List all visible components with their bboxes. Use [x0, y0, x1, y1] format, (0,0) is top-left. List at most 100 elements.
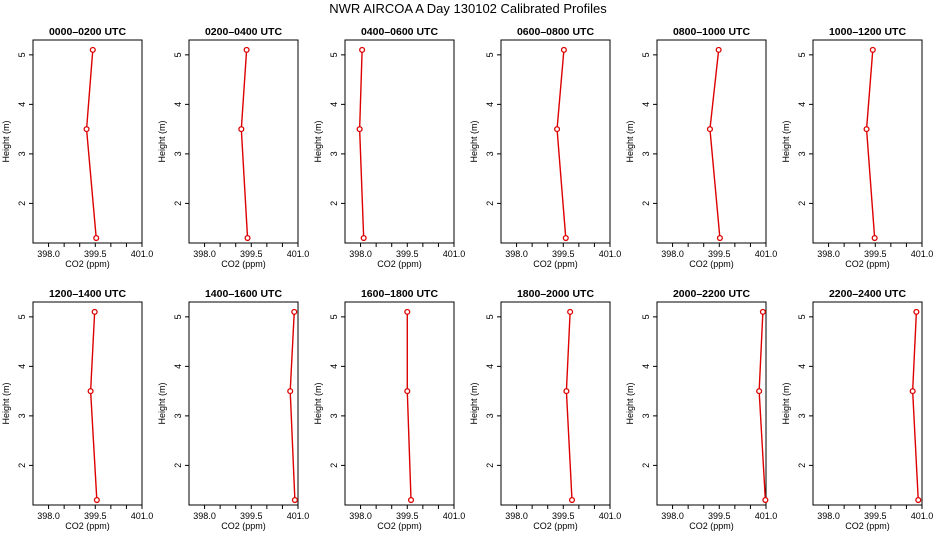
- x-tick-label: 401.0: [287, 511, 310, 521]
- x-axis-label: CO2 (ppm): [377, 259, 422, 269]
- data-point: [356, 126, 363, 133]
- data-point: [244, 234, 251, 242]
- x-tick-label: 398.0: [817, 511, 840, 521]
- data-point: [706, 126, 713, 133]
- profile-line: [758, 311, 767, 501]
- data-point: [756, 388, 763, 395]
- y-tick-label: 4: [641, 102, 651, 107]
- y-tick-label: 4: [173, 364, 183, 369]
- x-tick-label: 401.0: [599, 511, 622, 521]
- plot-frame: [188, 301, 299, 506]
- data-point: [560, 46, 567, 53]
- y-tick-label: 2: [641, 463, 651, 468]
- x-tick-label: 399.5: [396, 249, 419, 259]
- y-tick-label: 5: [173, 314, 183, 319]
- data-point: [93, 496, 100, 504]
- y-tick-label: 2: [797, 201, 807, 206]
- y-tick-label: 5: [641, 52, 651, 57]
- y-tick-label: 4: [641, 364, 651, 369]
- panel: 2200–2400 UTC 398.0 399.5 401.0 2 3 4 5 CO2 (ppm…: [781, 288, 933, 531]
- y-axis-label: Height (m): [625, 120, 635, 162]
- data-point: [871, 234, 878, 242]
- data-point: [863, 126, 870, 133]
- y-tick-label: 4: [797, 364, 807, 369]
- x-tick-label: 398.0: [193, 511, 216, 521]
- x-axis-label: CO2 (ppm): [533, 521, 578, 531]
- panel: 0400–0600 UTC 398.0 399.5 401.0 2 3 4 5 CO2 (ppm…: [313, 26, 465, 269]
- panel: 1800–2000 UTC 398.0 399.5 401.0 2 3 4 5 CO2 (ppm…: [469, 288, 621, 531]
- y-tick-label: 3: [485, 413, 495, 418]
- data-point: [913, 308, 920, 315]
- panel: 1000–1200 UTC 398.0 399.5 401.0 2 3 4 5 CO2 (ppm…: [781, 26, 933, 269]
- panel-title: 2200–2400 UTC: [829, 288, 906, 300]
- data-point: [291, 496, 298, 504]
- panel: 0600–0800 UTC 398.0 399.5 401.0 2 3 4 5 CO2 (ppm…: [469, 26, 621, 269]
- x-tick-label: 401.0: [131, 249, 154, 259]
- plot-frame: [500, 39, 611, 244]
- x-axis-label: CO2 (ppm): [689, 521, 734, 531]
- x-tick-label: 399.5: [708, 249, 731, 259]
- y-axis-label: Height (m): [1, 120, 11, 162]
- panel: 2000–2200 UTC 398.0 399.5 401.0 2 3 4 5 CO2 (ppm…: [625, 288, 777, 531]
- profile-line: [865, 49, 876, 239]
- profile-line: [89, 311, 98, 501]
- y-tick-label: 2: [329, 201, 339, 206]
- y-tick-label: 3: [173, 413, 183, 418]
- x-tick-label: 401.0: [755, 511, 778, 521]
- y-axis-label: Height (m): [157, 382, 167, 424]
- y-tick-label: 2: [485, 463, 495, 468]
- data-point: [83, 126, 90, 133]
- x-tick-label: 401.0: [287, 249, 310, 259]
- data-point: [762, 496, 769, 504]
- y-tick-label: 4: [329, 364, 339, 369]
- data-point: [869, 46, 876, 53]
- panel-title: 1600–1800 UTC: [361, 288, 438, 300]
- data-point: [291, 308, 298, 315]
- panel-title: 1800–2000 UTC: [517, 288, 594, 300]
- plot-frame: [32, 301, 143, 506]
- plot-frame: [500, 301, 611, 506]
- x-tick-label: 399.5: [708, 511, 731, 521]
- profile-line: [358, 49, 365, 239]
- y-tick-label: 2: [329, 463, 339, 468]
- y-tick-label: 4: [329, 102, 339, 107]
- y-tick-label: 3: [17, 151, 27, 156]
- data-point: [359, 46, 366, 53]
- y-tick-label: 5: [797, 314, 807, 319]
- x-tick-label: 398.0: [193, 249, 216, 259]
- x-tick-label: 399.5: [396, 511, 419, 521]
- panel-title: 0400–0600 UTC: [361, 26, 438, 38]
- x-axis-label: CO2 (ppm): [533, 259, 578, 269]
- y-tick-label: 5: [173, 52, 183, 57]
- profile-line: [709, 49, 721, 239]
- y-tick-label: 5: [485, 52, 495, 57]
- y-tick-label: 2: [797, 463, 807, 468]
- y-axis-label: Height (m): [157, 120, 167, 162]
- data-point: [89, 46, 96, 53]
- y-tick-label: 2: [17, 201, 27, 206]
- panel-title: 0200–0400 UTC: [205, 26, 282, 38]
- panel-title: 0600–0800 UTC: [517, 26, 594, 38]
- x-axis-label: CO2 (ppm): [845, 521, 890, 531]
- x-tick-label: 399.5: [864, 511, 887, 521]
- x-tick-label: 399.5: [84, 511, 107, 521]
- y-tick-label: 5: [485, 314, 495, 319]
- x-tick-label: 399.5: [84, 249, 107, 259]
- panel: 1600–1800 UTC 398.0 399.5 401.0 2 3 4 5 CO2 (ppm…: [313, 288, 465, 531]
- data-point: [567, 308, 574, 315]
- y-tick-label: 4: [17, 364, 27, 369]
- x-tick-label: 398.0: [817, 249, 840, 259]
- x-tick-label: 398.0: [505, 511, 528, 521]
- y-tick-label: 4: [17, 102, 27, 107]
- data-point: [238, 126, 245, 133]
- panel-title: 0800–1000 UTC: [673, 26, 750, 38]
- y-tick-label: 3: [173, 151, 183, 156]
- data-point: [93, 234, 100, 242]
- plot-frame: [812, 301, 923, 506]
- data-point: [407, 496, 415, 504]
- x-tick-label: 398.0: [37, 249, 60, 259]
- x-tick-label: 399.5: [240, 511, 263, 521]
- panel-title: 2000–2200 UTC: [673, 288, 750, 300]
- profile-line: [85, 49, 97, 239]
- data-point: [759, 308, 766, 315]
